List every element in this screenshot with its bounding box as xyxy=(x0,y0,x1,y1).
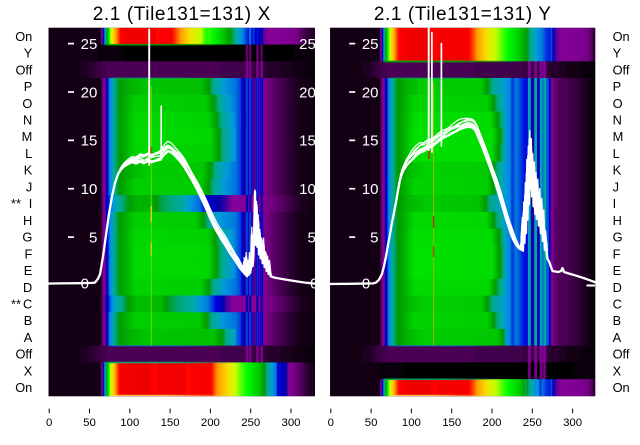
svg-text:On: On xyxy=(15,380,32,395)
svg-text:K: K xyxy=(24,163,33,178)
svg-text:25: 25 xyxy=(362,36,379,53)
svg-text:On: On xyxy=(613,380,630,395)
svg-text:5: 5 xyxy=(370,229,378,246)
svg-text:10: 10 xyxy=(81,181,98,198)
svg-text:15: 15 xyxy=(299,133,316,150)
svg-text:**: ** xyxy=(11,297,21,312)
svg-text:300: 300 xyxy=(563,417,582,429)
svg-text:M: M xyxy=(22,129,33,144)
svg-text:O: O xyxy=(22,96,32,111)
svg-text:P: P xyxy=(24,79,33,94)
svg-text:B: B xyxy=(613,313,622,328)
svg-text:15: 15 xyxy=(362,133,379,150)
svg-text:E: E xyxy=(24,263,33,278)
svg-text:2.1 (Tile131=131) Y: 2.1 (Tile131=131) Y xyxy=(374,4,552,25)
svg-text:M: M xyxy=(613,129,624,144)
svg-text:L: L xyxy=(613,146,620,161)
svg-text:20: 20 xyxy=(299,84,316,101)
svg-text:X: X xyxy=(613,363,622,378)
svg-text:200: 200 xyxy=(482,417,501,429)
svg-text:O: O xyxy=(613,96,623,111)
svg-text:B: B xyxy=(24,313,33,328)
svg-text:0: 0 xyxy=(81,276,89,293)
svg-text:2.1 (Tile131=131) X: 2.1 (Tile131=131) X xyxy=(93,4,271,25)
svg-text:Off: Off xyxy=(613,347,630,362)
svg-text:50: 50 xyxy=(83,417,96,429)
svg-text:F: F xyxy=(613,246,621,261)
svg-text:L: L xyxy=(25,146,32,161)
svg-text:On: On xyxy=(15,29,32,44)
svg-text:J: J xyxy=(26,179,32,194)
svg-text:300: 300 xyxy=(281,417,300,429)
svg-text:H: H xyxy=(23,213,32,228)
svg-text:5: 5 xyxy=(307,229,315,246)
svg-text:P: P xyxy=(613,79,622,94)
svg-text:25: 25 xyxy=(299,36,316,53)
svg-text:F: F xyxy=(24,246,32,261)
svg-text:E: E xyxy=(613,263,622,278)
svg-text:25: 25 xyxy=(81,36,98,53)
svg-text:D: D xyxy=(613,280,622,295)
svg-text:H: H xyxy=(613,213,622,228)
svg-text:250: 250 xyxy=(523,417,542,429)
svg-text:G: G xyxy=(613,230,623,245)
svg-text:A: A xyxy=(613,330,622,345)
svg-text:C: C xyxy=(23,297,32,312)
svg-text:150: 150 xyxy=(161,417,180,429)
svg-text:Off: Off xyxy=(613,62,630,77)
svg-text:20: 20 xyxy=(362,84,379,101)
svg-text:A: A xyxy=(24,330,33,345)
svg-text:100: 100 xyxy=(120,417,139,429)
svg-text:D: D xyxy=(23,280,32,295)
svg-text:250: 250 xyxy=(241,417,260,429)
svg-text:N: N xyxy=(613,113,622,128)
svg-text:J: J xyxy=(613,179,619,194)
svg-text:0: 0 xyxy=(46,417,52,429)
svg-text:**: ** xyxy=(11,196,21,211)
svg-text:10: 10 xyxy=(299,181,316,198)
svg-text:X: X xyxy=(24,363,33,378)
svg-text:0: 0 xyxy=(362,276,370,293)
svg-text:G: G xyxy=(22,230,32,245)
svg-text:150: 150 xyxy=(442,417,461,429)
svg-text:I: I xyxy=(29,196,33,211)
svg-text:100: 100 xyxy=(402,417,421,429)
svg-text:200: 200 xyxy=(201,417,220,429)
svg-text:Off: Off xyxy=(15,62,32,77)
svg-text:Off: Off xyxy=(15,347,32,362)
svg-text:N: N xyxy=(23,113,32,128)
svg-text:0: 0 xyxy=(310,276,318,293)
svg-text:On: On xyxy=(613,29,630,44)
svg-text:10: 10 xyxy=(362,181,379,198)
svg-text:20: 20 xyxy=(81,84,98,101)
svg-text:I: I xyxy=(613,196,617,211)
svg-text:Y: Y xyxy=(24,46,33,61)
svg-text:Y: Y xyxy=(613,46,622,61)
svg-text:15: 15 xyxy=(81,133,98,150)
svg-text:0: 0 xyxy=(328,417,334,429)
svg-text:C: C xyxy=(613,297,622,312)
svg-text:5: 5 xyxy=(89,229,97,246)
svg-text:50: 50 xyxy=(365,417,378,429)
svg-text:K: K xyxy=(613,163,622,178)
